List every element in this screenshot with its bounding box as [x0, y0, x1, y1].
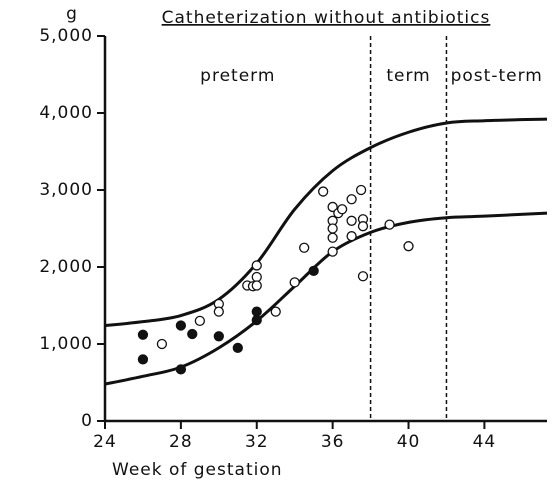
data-point: [251, 260, 262, 271]
data-point: [270, 306, 281, 317]
data-point: [327, 232, 338, 243]
x-tick-label: 28: [169, 432, 193, 452]
data-point: [403, 241, 414, 252]
data-point: [213, 306, 224, 317]
data-point: [175, 320, 187, 331]
data-point: [357, 271, 369, 282]
region-label: post-term: [451, 66, 543, 86]
data-point: [336, 204, 348, 215]
data-point: [175, 364, 187, 375]
x-axis-label: Week of gestation: [112, 460, 283, 480]
data-point: [318, 186, 329, 197]
chart-title: Catheterization without antibiotics: [162, 8, 491, 28]
data-point: [346, 194, 357, 205]
region-label: term: [386, 66, 430, 86]
data-point: [156, 338, 168, 350]
data-point: [299, 242, 310, 253]
data-point: [327, 201, 338, 213]
x-tick-label: 24: [93, 432, 117, 452]
data-point: [251, 314, 262, 326]
data-point: [308, 265, 319, 277]
data-point: [251, 271, 262, 283]
y-tick-label: 5,000: [39, 26, 93, 46]
data-point: [232, 342, 243, 354]
data-point: [137, 329, 149, 340]
data-point: [194, 315, 205, 327]
y-tick-label: 4,000: [39, 103, 93, 123]
data-point: [355, 184, 367, 196]
data-point: [327, 246, 338, 257]
x-tick-label: 32: [245, 432, 269, 452]
y-tick-label: 1,000: [39, 334, 93, 354]
data-point: [384, 219, 395, 230]
percentile-curve: [104, 211, 548, 386]
y-unit: g: [66, 4, 78, 24]
region-label: preterm: [200, 66, 275, 86]
y-tick-label: 3,000: [39, 180, 93, 200]
data-point: [357, 221, 369, 232]
data-point: [137, 354, 149, 365]
data-point: [289, 277, 300, 288]
data-point: [213, 331, 224, 342]
y-tick-label: 0: [81, 411, 93, 431]
percentile-curve: [104, 117, 548, 328]
data-point: [346, 231, 357, 242]
x-tick-label: 44: [473, 432, 497, 452]
data-point: [327, 223, 338, 234]
x-tick-label: 36: [321, 432, 345, 452]
data-point: [187, 328, 198, 340]
x-tick-label: 40: [397, 432, 421, 452]
data-point: [251, 306, 262, 317]
y-tick-label: 2,000: [39, 257, 93, 277]
data-point: [251, 280, 262, 291]
data-point: [346, 215, 357, 226]
